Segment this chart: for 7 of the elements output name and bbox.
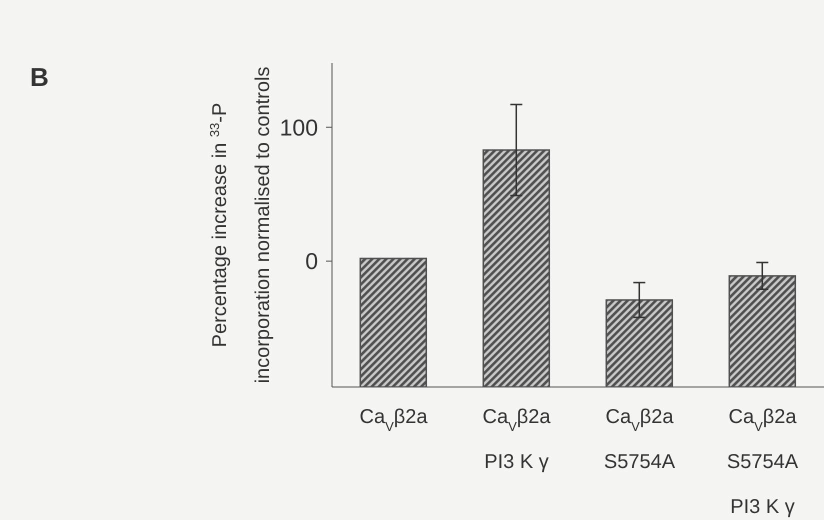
x-tick-label: Ca$_{V}$β2a S5754A PI3 K γ: [726, 406, 799, 518]
text: B: [30, 62, 49, 93]
y-tick-label: 0: [305, 248, 318, 274]
x-tick-label: Ca$_{V}$β2a PI3 K γ: [482, 406, 552, 473]
y-tick-label: 100: [280, 114, 318, 140]
x-tick-label: Ca$_{V}$β2a S5754A: [604, 406, 676, 473]
x-tick-label: Ca$_{V}$β2a: [360, 406, 428, 434]
